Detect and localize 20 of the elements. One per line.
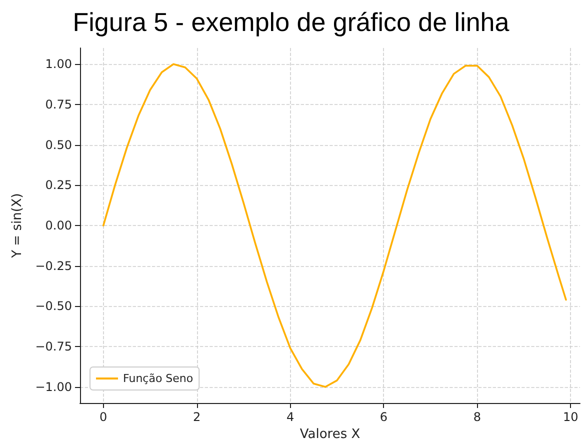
y-tick-label: −0.25	[35, 258, 72, 273]
x-tick-label: 4	[286, 410, 294, 424]
line-series	[102, 63, 567, 388]
x-tick-label: 8	[473, 410, 482, 424]
y-tick-label: −1.00	[35, 380, 72, 394]
y-tick-label: −0.50	[35, 299, 72, 314]
x-tick-label: 0	[100, 410, 108, 424]
y-tick-label: 1.00	[45, 57, 72, 72]
y-tick-label: 0.50	[45, 138, 72, 152]
y-tick-label: 0.75	[45, 97, 72, 112]
y-tick-label: 0.25	[45, 178, 72, 192]
legend-label: Função Seno	[123, 372, 194, 385]
x-tick-label: 2	[193, 410, 201, 424]
chart-title: Figura 5 - exemplo de gráfico de linha	[72, 7, 510, 37]
y-tick-label: −0.75	[35, 340, 72, 354]
x-axis-title: Valores X	[300, 426, 360, 442]
y-axis-title: Y = sin(X)	[10, 193, 25, 259]
x-tick-label: 10	[563, 410, 578, 424]
y-tick-label: 0.00	[45, 218, 72, 232]
x-tick-label: 6	[380, 410, 388, 424]
